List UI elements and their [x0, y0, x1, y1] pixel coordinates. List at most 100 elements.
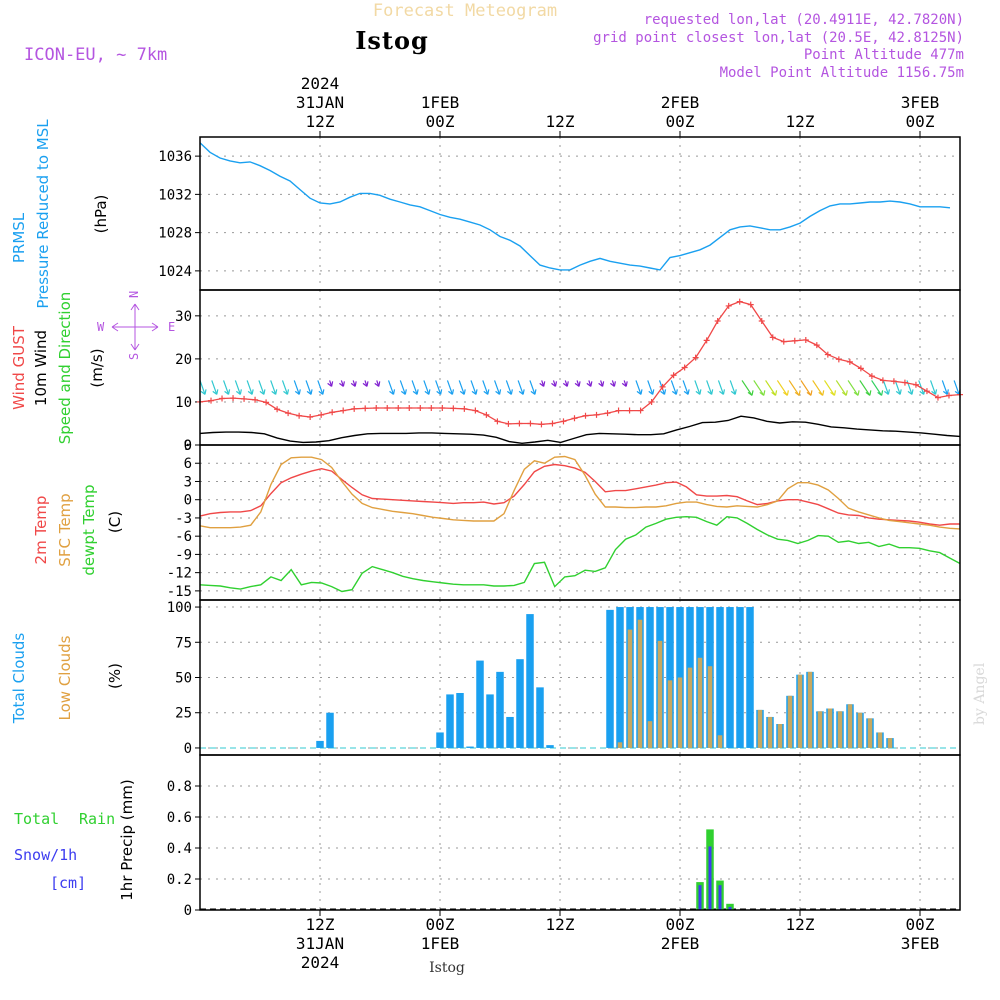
gust-marker	[681, 364, 688, 371]
barb-shaft	[529, 380, 536, 395]
barb-shaft	[387, 380, 395, 395]
clouds-units: (%)	[106, 663, 124, 689]
wind-barb	[435, 380, 443, 395]
top-time-label: 2024	[301, 74, 340, 93]
barb-head	[436, 390, 442, 395]
wind-barb	[505, 380, 513, 395]
wind-barb	[800, 380, 813, 396]
gust-marker	[648, 398, 655, 405]
gust-marker	[549, 420, 556, 427]
gust-marker	[626, 407, 633, 414]
barb-head	[865, 391, 871, 396]
barb-head	[707, 390, 713, 395]
wind-barb	[859, 380, 872, 396]
y-tick-label: -3	[175, 511, 192, 527]
barb-head	[322, 389, 325, 395]
barb-head	[699, 389, 702, 395]
low-cloud-bar	[867, 718, 873, 748]
barb-shaft	[635, 380, 642, 395]
temp-2m-label: 2m Temp	[32, 496, 50, 565]
y-tick-label: 25	[175, 706, 192, 722]
gust-marker	[417, 404, 424, 411]
barb-shaft	[281, 380, 289, 395]
barb-shaft	[823, 380, 835, 396]
precip-rain-legend: Rain	[79, 810, 115, 828]
barb-head	[416, 389, 419, 395]
barb-head	[946, 389, 949, 395]
barb-head	[271, 390, 277, 395]
gust-marker	[670, 372, 677, 379]
barb-head	[613, 381, 616, 387]
barb-head	[881, 390, 884, 396]
low-cloud-bar	[627, 629, 633, 748]
gust-marker	[329, 409, 336, 416]
gust-marker	[263, 399, 270, 406]
bottom-time-label: 2024	[301, 953, 340, 972]
low-cloud-bar	[657, 640, 663, 748]
low-cloud-bar	[817, 711, 823, 748]
gust-marker	[868, 373, 875, 380]
barb-head	[586, 382, 592, 387]
dewpoint-line	[199, 515, 961, 593]
wind-barb	[788, 380, 801, 396]
y-tick-label: 0	[184, 438, 192, 454]
precip-label: 1hr Precip (mm)	[118, 779, 136, 900]
barb-head	[887, 389, 890, 395]
barb-head	[378, 381, 381, 387]
barb-head	[578, 381, 581, 387]
top-time-label: 1FEB	[421, 93, 460, 112]
wind-barb	[458, 380, 466, 395]
gust-marker	[780, 338, 787, 345]
total-cloud-bar	[516, 659, 524, 748]
barb-head	[566, 381, 569, 387]
barb-head	[235, 390, 241, 395]
barb-head	[342, 381, 345, 387]
dewpoint-label: dewpt Temp	[80, 484, 98, 575]
barb-head	[841, 391, 847, 396]
gust-marker	[208, 397, 215, 404]
barb-shaft	[211, 380, 218, 395]
barb-head	[818, 391, 824, 396]
y-tick-label: 10	[175, 395, 192, 411]
gust-marker	[659, 383, 666, 390]
barb-shaft	[258, 380, 265, 395]
barb-head	[463, 389, 466, 395]
snow-bar	[698, 885, 702, 910]
barb-shaft	[482, 380, 489, 395]
barb-head	[822, 390, 825, 396]
pressure-line	[199, 142, 951, 271]
barb-head	[794, 391, 800, 396]
gust-marker	[934, 394, 941, 401]
barb-head	[539, 382, 545, 387]
barb-shaft	[929, 380, 937, 395]
gust-marker	[890, 378, 897, 385]
point-altitude: Point Altitude 477m	[804, 47, 964, 63]
wind-barb	[610, 380, 616, 387]
wind-barb	[823, 380, 837, 396]
wind-barb	[551, 380, 558, 387]
gust-label: Wind GUST	[10, 325, 28, 410]
wind-barb	[753, 380, 766, 396]
barb-head	[671, 390, 677, 395]
wind-barb	[729, 380, 737, 395]
barb-head	[683, 390, 689, 395]
barb-head	[522, 389, 525, 395]
y-tick-label: 0	[184, 493, 192, 509]
wind-barb	[350, 380, 357, 387]
gridpoint-lonlat: grid point closest lon,lat (20.5E, 42.81…	[593, 30, 964, 46]
wind-barb	[281, 380, 290, 395]
barb-shaft	[812, 380, 824, 396]
bottom-time-label: 00Z	[906, 915, 935, 934]
total-cloud-bar	[726, 607, 734, 748]
wind-barb	[387, 380, 396, 395]
barb-head	[598, 382, 603, 387]
wind-barb	[812, 380, 825, 396]
wind-dir-label: Speed and Direction	[56, 292, 74, 445]
barb-shaft	[411, 380, 418, 395]
barb-head	[931, 390, 936, 395]
barb-shaft	[776, 380, 788, 396]
total-cloud-bar	[476, 660, 484, 748]
total-cloud-bar	[316, 740, 324, 748]
barb-head	[942, 390, 948, 395]
